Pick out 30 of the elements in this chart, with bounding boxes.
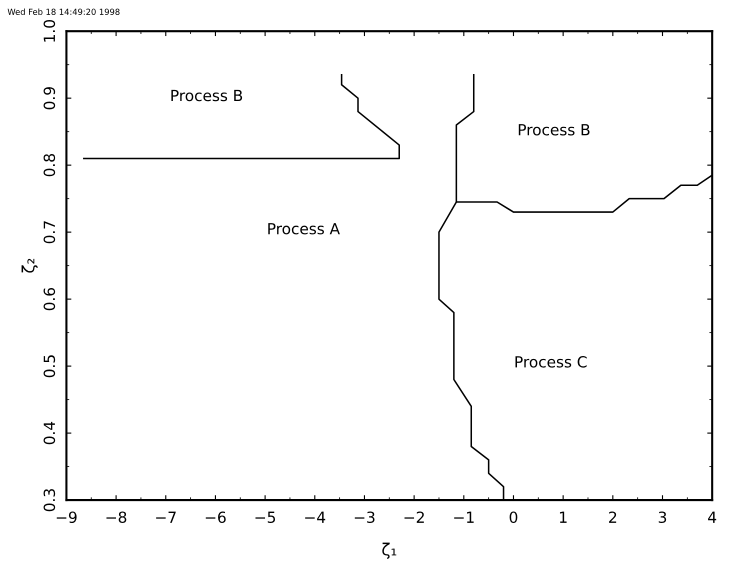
x-tick-label: 3 <box>658 511 666 524</box>
y-axis-title: ζ₂ <box>22 258 38 273</box>
x-tick-label: −6 <box>206 511 226 524</box>
annotation: Process A <box>268 223 340 234</box>
x-tick-label: 2 <box>609 511 616 523</box>
x-axis-title: ζ₁ <box>382 542 396 559</box>
text: Wed Feb 18 14:49:20 1998 <box>8 8 120 15</box>
annotation: Process C <box>515 356 587 368</box>
y-tick-label: 0.8 <box>44 154 56 176</box>
y-tick-label: 0.6 <box>44 288 56 310</box>
annotation: Process B <box>171 90 242 102</box>
annotation: Process B <box>518 124 590 136</box>
line-series <box>83 74 400 160</box>
x-tick-label: −3 <box>354 511 374 524</box>
x-tick-label: −4 <box>305 512 326 523</box>
x-tick-label: −8 <box>106 511 126 524</box>
y-tick-label: 1.0 <box>44 20 56 42</box>
x-tick-label: −9 <box>56 511 77 524</box>
y-tick-label: 0.3 <box>44 489 56 512</box>
y-tick-label: 0.7 <box>44 221 56 244</box>
x-tick-label: −7 <box>156 512 176 523</box>
y-tick-label: 0.4 <box>44 422 56 444</box>
y-tick-label: 0.9 <box>44 87 56 110</box>
x-tick-label: 4 <box>708 512 716 523</box>
x-tick-label: −1 <box>454 512 474 523</box>
x-tick-label: −2 <box>404 511 424 523</box>
x-tick-label: −5 <box>255 512 276 524</box>
x-tick-label: 0 <box>510 511 518 524</box>
x-tick-label: 1 <box>560 512 567 523</box>
y-tick-label: 0.5 <box>44 355 56 378</box>
